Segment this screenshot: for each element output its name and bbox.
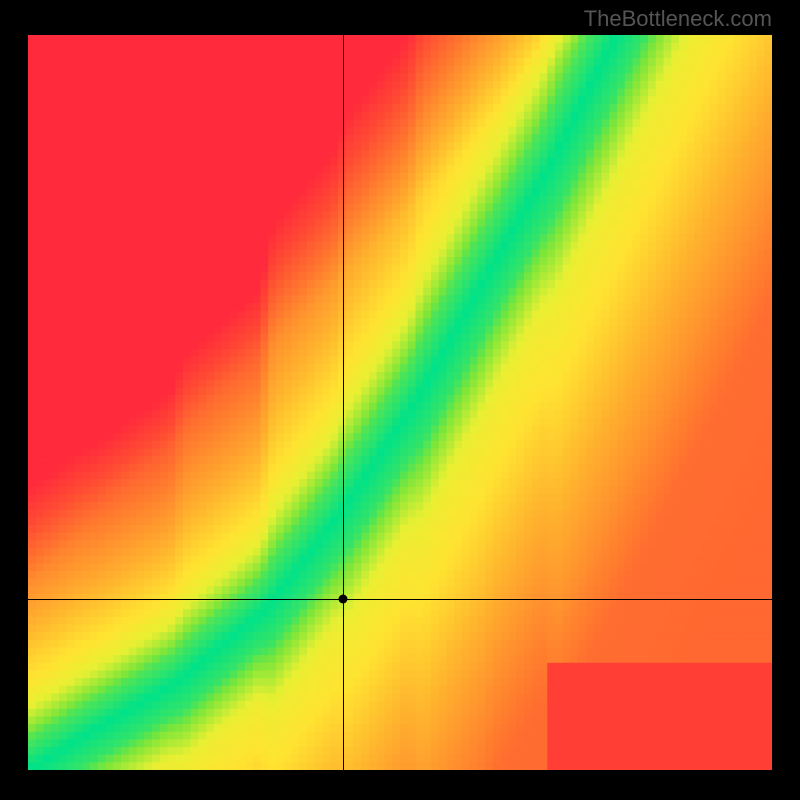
watermark-label: TheBottleneck.com: [584, 6, 772, 32]
plot-area: [28, 35, 772, 770]
heatmap-canvas: [28, 35, 772, 770]
crosshair-vertical: [343, 35, 344, 770]
figure-container: TheBottleneck.com: [0, 0, 800, 800]
marker-dot: [338, 594, 347, 603]
crosshair-horizontal: [28, 599, 772, 600]
